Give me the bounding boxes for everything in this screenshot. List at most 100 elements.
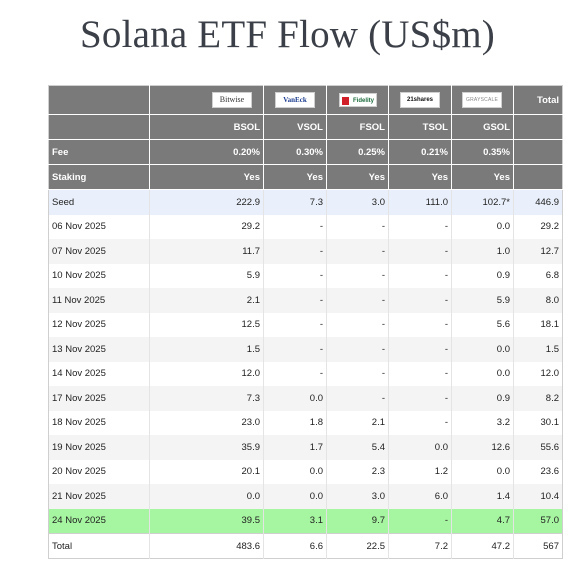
staking-total-cell <box>513 164 563 190</box>
vaneck-logo-cell: VanEck <box>263 85 327 115</box>
cell-gsol: 12.6 <box>451 435 514 460</box>
table-row: 18 Nov 2025 23.0 1.8 2.1 - 3.2 30.1 <box>48 410 563 435</box>
cell-gsol: 0.0 <box>451 337 514 362</box>
cell-fsol: - <box>326 239 389 264</box>
grayscale-logo: GRAYSCALE <box>462 92 502 108</box>
fee-vsol: 0.30% <box>263 139 327 165</box>
cell-gsol: 5.6 <box>451 312 514 337</box>
row-label: 12 Nov 2025 <box>48 312 150 337</box>
cell-vsol: 7.3 <box>263 189 327 215</box>
row-label: 13 Nov 2025 <box>48 337 150 362</box>
cell-tsol: 6.0 <box>388 484 452 509</box>
cell-total: 10.4 <box>540 490 560 502</box>
cell-bsol: 483.6 <box>149 533 264 559</box>
cell-total: 8.0 <box>545 294 559 306</box>
cell-bsol: 222.9 <box>149 189 264 215</box>
table-row: 06 Nov 2025 29.2 - - - 0.0 29.2 <box>48 214 563 239</box>
cell-gsol: 47.2 <box>451 533 514 559</box>
table-row: 14 Nov 2025 12.0 - - - 0.0 12.0 <box>48 361 563 386</box>
staking-row: Staking Yes Yes Yes Yes Yes <box>48 164 563 190</box>
table-row: 17 Nov 2025 7.3 0.0 - - 0.9 8.2 <box>48 386 563 411</box>
ticker-tsol: TSOL <box>388 114 452 140</box>
cell-fsol: - <box>326 361 389 386</box>
row-label: Seed <box>48 189 150 215</box>
cell-tsol: - <box>388 337 452 362</box>
cell-fsol: - <box>326 312 389 337</box>
etf-flow-table: Bitwise VanEck Fidelity 21shares GRAYSCA… <box>48 85 563 559</box>
cell-tsol: - <box>388 288 452 313</box>
ticker-bsol: BSOL <box>149 114 264 140</box>
table-row: 21 Nov 2025 0.0 0.0 3.0 6.0 1.4 10.4 <box>48 484 563 509</box>
cell-tsol: 111.0 <box>388 189 452 215</box>
cell-total: 12.0 <box>540 368 560 380</box>
cell-total: 1.5 <box>545 343 559 355</box>
cell-gsol: 0.0 <box>451 214 514 239</box>
ticker-gsol: GSOL <box>451 114 514 140</box>
21shares-logo: 21shares <box>400 92 440 108</box>
header-corner-cell <box>48 85 150 115</box>
cell-total: 446.9 <box>535 196 559 208</box>
cell-tsol: - <box>388 312 452 337</box>
cell-gsol: 102.7* <box>451 189 514 215</box>
page-title: Solana ETF Flow (US$m) <box>80 13 495 56</box>
cell-vsol: 1.7 <box>263 435 327 460</box>
ticker-vsol: VSOL <box>263 114 327 140</box>
cell-total: 30.1 <box>540 417 560 429</box>
cell-total: 6.8 <box>545 270 559 282</box>
cell-gsol: 3.2 <box>451 410 514 435</box>
cell-tsol: - <box>388 410 452 435</box>
table-row: 19 Nov 2025 35.9 1.7 5.4 0.0 12.6 55.6 <box>48 435 563 460</box>
cell-total: 23.6 <box>540 466 560 478</box>
highlighted-row: 24 Nov 2025 39.5 3.1 9.7 - 4.7 57.0 <box>48 508 563 534</box>
row-label: Total <box>48 533 150 559</box>
cell-vsol: - <box>263 312 327 337</box>
ticker-header-row: BSOL VSOL FSOL TSOL GSOL <box>48 114 563 140</box>
vaneck-logo: VanEck <box>275 92 315 108</box>
table-row: 12 Nov 2025 12.5 - - - 5.6 18.1 <box>48 312 563 337</box>
cell-bsol: 5.9 <box>149 263 264 288</box>
cell-gsol: 5.9 <box>451 288 514 313</box>
table-row: 13 Nov 2025 1.5 - - - 0.0 1.5 <box>48 337 563 362</box>
fee-tsol: 0.21% <box>388 139 452 165</box>
cell-bsol: 23.0 <box>149 410 264 435</box>
cell-vsol: 0.0 <box>263 459 327 484</box>
cell-total: 567 <box>543 540 559 552</box>
cell-bsol: 0.0 <box>149 484 264 509</box>
cell-vsol: - <box>263 337 327 362</box>
row-label: 11 Nov 2025 <box>48 288 150 313</box>
fee-fsol: 0.25% <box>326 139 389 165</box>
cell-fsol: - <box>326 337 389 362</box>
row-label: 06 Nov 2025 <box>48 214 150 239</box>
row-label: 21 Nov 2025 <box>48 484 150 509</box>
fee-label: Fee <box>48 139 150 165</box>
row-label: 10 Nov 2025 <box>48 263 150 288</box>
cell-tsol: - <box>388 508 452 534</box>
cell-fsol: 5.4 <box>326 435 389 460</box>
total-row: Total 483.6 6.6 22.5 7.2 47.2 567 <box>48 533 563 559</box>
cell-tsol: - <box>388 214 452 239</box>
cell-vsol: - <box>263 239 327 264</box>
staking-vsol: Yes <box>263 164 327 190</box>
cell-gsol: 1.4 <box>451 484 514 509</box>
row-label: 17 Nov 2025 <box>48 386 150 411</box>
fee-gsol: 0.35% <box>451 139 514 165</box>
staking-label: Staking <box>48 164 150 190</box>
cell-vsol: 3.1 <box>263 508 327 534</box>
staking-fsol: Yes <box>326 164 389 190</box>
cell-vsol: 0.0 <box>263 386 327 411</box>
ticker-total-cell <box>513 114 563 140</box>
seed-row: Seed 222.9 7.3 3.0 111.0 102.7* 446.9 <box>48 189 563 215</box>
cell-tsol: 1.2 <box>388 459 452 484</box>
cell-vsol: - <box>263 214 327 239</box>
flow-table-body: Seed 222.9 7.3 3.0 111.0 102.7* 446.9 06… <box>48 189 563 559</box>
row-label: 20 Nov 2025 <box>48 459 150 484</box>
cell-bsol: 11.7 <box>149 239 264 264</box>
cell-tsol: 0.0 <box>388 435 452 460</box>
cell-vsol: 6.6 <box>263 533 327 559</box>
cell-fsol: 22.5 <box>326 533 389 559</box>
cell-bsol: 20.1 <box>149 459 264 484</box>
total-column-header: Total <box>513 85 563 115</box>
cell-bsol: 39.5 <box>149 508 264 534</box>
cell-vsol: - <box>263 263 327 288</box>
fee-total-cell <box>513 139 563 165</box>
